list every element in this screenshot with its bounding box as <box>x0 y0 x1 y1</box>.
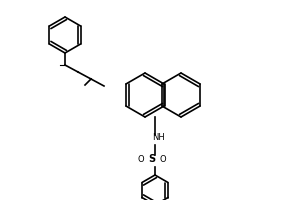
Text: O: O <box>160 155 166 164</box>
Text: NH: NH <box>152 133 165 142</box>
Text: O: O <box>138 155 145 164</box>
Text: S: S <box>148 154 155 164</box>
